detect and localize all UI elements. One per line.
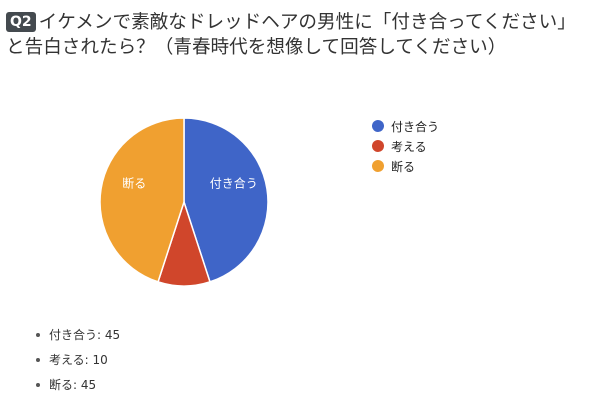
pie-labels: 付き合う 断る [122,176,258,191]
slice-label-2: 断る [122,176,146,191]
legend-swatch-0 [372,120,384,132]
bullet-icon [36,382,40,387]
question-number-badge: Q2 [6,12,36,32]
summary-item: 考える: 10 [36,347,120,372]
legend-swatch-1 [372,140,384,152]
pie-slices [99,117,269,287]
legend-item-1: 考える [372,136,439,156]
slice-label-0: 付き合う [210,176,258,191]
question-text: イケメンで素敵なドレッドヘアの男性に「付き合ってください」と告白されたら？（青春… [6,12,576,58]
legend-label-1: 考える [391,139,427,154]
summary-item: 付き合う: 45 [36,322,120,347]
result-summary-list: 付き合う: 45 考える: 10 断る: 45 [36,322,120,397]
bullet-icon [36,332,40,337]
summary-text-0: 付き合う: 45 [49,328,121,342]
summary-item: 断る: 45 [36,372,120,397]
bullet-icon [36,357,40,362]
summary-text-1: 考える: 10 [49,353,108,367]
legend-label-2: 断る [391,159,416,174]
chart-legend: 付き合う 考える 断る [372,116,439,176]
legend-label-0: 付き合う [391,119,440,134]
pie-slice-0 [183,117,269,283]
legend-item-2: 断る [372,156,439,176]
summary-text-2: 断る: 45 [49,378,97,392]
question-heading: Q2 イケメンで素敵なドレッドヘアの男性に「付き合ってください」と告白されたら？（… [6,10,592,60]
legend-item-0: 付き合う [372,116,439,136]
legend-swatch-2 [372,160,384,172]
pie-slice-2 [99,117,185,283]
